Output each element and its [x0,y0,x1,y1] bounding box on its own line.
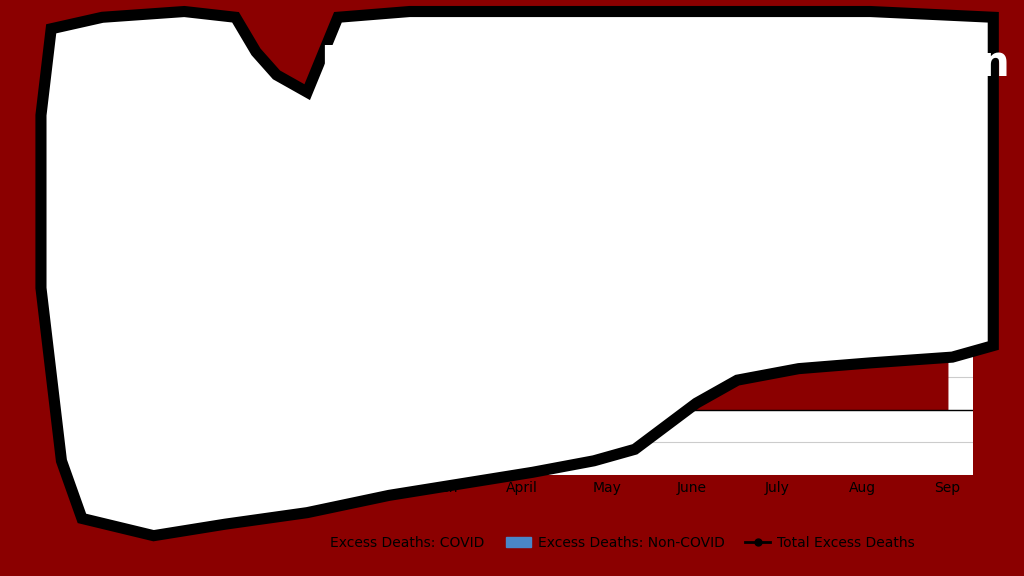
Text: 2020 Monthly Resident Deaths in Excess of Prior 3 Year Average: 2020 Monthly Resident Deaths in Excess o… [377,113,954,131]
Legend: Excess Deaths: COVID, Excess Deaths: Non-COVID, Total Excess Deaths: Excess Deaths: COVID, Excess Deaths: Non… [293,530,921,555]
Text: Excess Deaths in Washington: Excess Deaths in Washington [322,43,1010,85]
